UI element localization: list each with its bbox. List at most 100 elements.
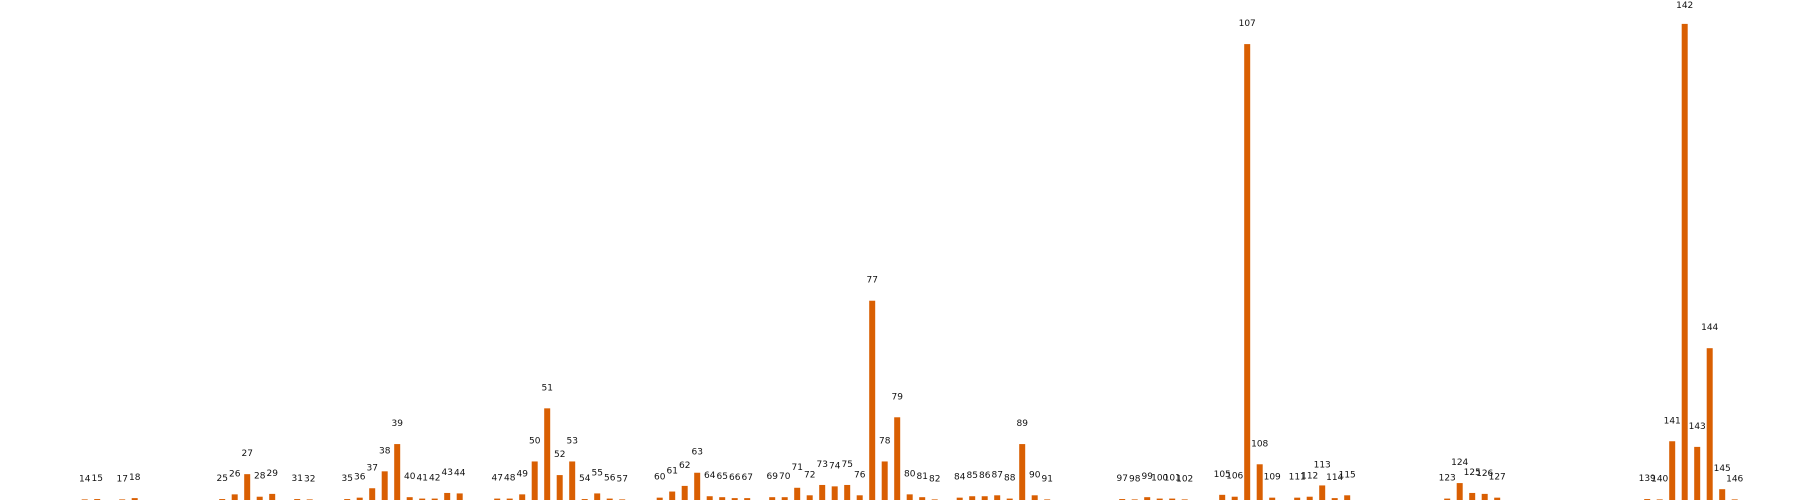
bar-89 <box>1019 444 1026 500</box>
bar-67 <box>744 498 751 500</box>
bar-label-66: 66 <box>729 473 741 483</box>
bar-label-79: 79 <box>891 392 903 402</box>
bar-38 <box>381 471 388 500</box>
bar-40 <box>406 497 413 500</box>
bar-114 <box>1331 498 1338 500</box>
bar-107 <box>1244 44 1251 500</box>
bar-label-146: 146 <box>1726 474 1743 484</box>
bar-label-71: 71 <box>791 463 802 473</box>
bar-51 <box>544 408 551 500</box>
bar-label-64: 64 <box>704 471 716 481</box>
bar-76 <box>856 495 863 500</box>
bar-37 <box>369 488 376 500</box>
bar-label-53: 53 <box>566 436 577 446</box>
bar-label-123: 123 <box>1439 474 1456 484</box>
bar-label-26: 26 <box>229 469 241 479</box>
bar-label-142: 142 <box>1676 1 1693 11</box>
bar-26 <box>231 494 238 500</box>
bar-115 <box>1344 495 1351 500</box>
bar-label-49: 49 <box>516 469 528 479</box>
bar-label-76: 76 <box>854 470 866 480</box>
bar-41 <box>419 498 426 500</box>
bar-label-101: 101 <box>1164 474 1181 484</box>
bar-42 <box>431 498 438 500</box>
bar-124 <box>1456 483 1463 500</box>
bar-label-113: 113 <box>1314 460 1331 470</box>
bar-label-84: 84 <box>954 473 966 483</box>
bar-73 <box>819 484 826 500</box>
bar-label-86: 86 <box>979 471 991 481</box>
bar-label-144: 144 <box>1701 323 1718 333</box>
bar-28 <box>256 496 263 500</box>
bar-label-37: 37 <box>366 463 377 473</box>
bar-label-141: 141 <box>1664 416 1681 426</box>
bar-label-89: 89 <box>1016 419 1028 429</box>
bar-label-70: 70 <box>779 472 791 482</box>
bar-label-35: 35 <box>341 474 352 484</box>
bar-125 <box>1469 492 1476 500</box>
bar-84 <box>956 497 963 500</box>
bar-label-48: 48 <box>504 474 516 484</box>
bar-label-140: 140 <box>1651 474 1668 484</box>
bar-label-43: 43 <box>441 468 452 478</box>
bar-86 <box>981 496 988 500</box>
bar-label-50: 50 <box>529 436 541 446</box>
bar-29 <box>269 493 276 500</box>
bar-label-36: 36 <box>354 473 366 483</box>
bar-62 <box>681 485 688 500</box>
bar-143 <box>1694 446 1701 500</box>
bar-75 <box>844 484 851 500</box>
bar-49 <box>519 494 526 500</box>
bar-label-124: 124 <box>1451 458 1468 468</box>
bar-label-55: 55 <box>591 468 602 478</box>
bar-label-56: 56 <box>604 474 616 484</box>
bar-87 <box>994 495 1001 500</box>
bar-label-102: 102 <box>1176 474 1193 484</box>
bar-64 <box>706 496 713 500</box>
bar-label-111: 111 <box>1289 473 1306 483</box>
bar-61 <box>669 491 676 500</box>
bar-112 <box>1306 496 1313 500</box>
bar-label-39: 39 <box>391 419 403 429</box>
bar-label-90: 90 <box>1029 470 1041 480</box>
bar-80 <box>906 494 913 500</box>
bar-label-106: 106 <box>1226 472 1243 482</box>
bar-label-29: 29 <box>266 469 278 479</box>
bar-18 <box>131 498 138 500</box>
bar-label-127: 127 <box>1489 473 1506 483</box>
bar-label-27: 27 <box>241 449 252 459</box>
bar-78 <box>881 461 888 500</box>
bar-72 <box>806 495 813 500</box>
bar-label-60: 60 <box>654 473 666 483</box>
bar-85 <box>969 496 976 500</box>
bar-65 <box>719 497 726 500</box>
bar-44 <box>456 493 463 500</box>
bar-100 <box>1156 498 1163 500</box>
bar-label-81: 81 <box>916 472 927 482</box>
bar-label-78: 78 <box>879 436 891 446</box>
bar-label-57: 57 <box>616 474 627 484</box>
bar-105 <box>1219 494 1226 500</box>
bar-label-54: 54 <box>579 474 591 484</box>
bar-label-67: 67 <box>741 473 752 483</box>
bar-label-61: 61 <box>666 467 677 477</box>
bar-90 <box>1031 495 1038 500</box>
bar-43 <box>444 492 451 500</box>
bar-label-82: 82 <box>929 474 940 484</box>
bar-label-63: 63 <box>691 448 702 458</box>
bar-label-107: 107 <box>1239 19 1256 29</box>
bar-label-105: 105 <box>1214 470 1231 480</box>
bar-123 <box>1444 498 1451 500</box>
bar-label-18: 18 <box>129 473 141 483</box>
bar-79 <box>894 417 901 500</box>
bar-50 <box>531 461 538 500</box>
bar-126 <box>1481 493 1488 500</box>
bar-74 <box>831 486 838 500</box>
bar-label-69: 69 <box>766 472 778 482</box>
bar-label-28: 28 <box>254 472 266 482</box>
bar-69 <box>769 497 776 500</box>
bar-label-85: 85 <box>966 471 977 481</box>
bar-label-51: 51 <box>541 383 552 393</box>
bar-label-99: 99 <box>1141 472 1153 482</box>
